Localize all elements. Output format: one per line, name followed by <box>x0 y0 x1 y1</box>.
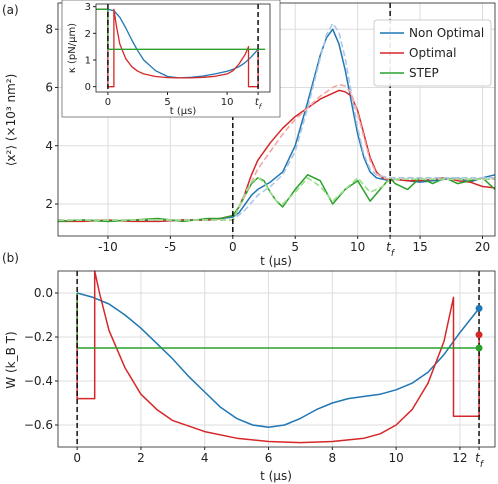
panel-b-plot-area <box>58 271 495 447</box>
a-inset-x-tick-label: 0 <box>105 97 111 108</box>
a-y-tick-label: 6 <box>45 81 53 95</box>
inset-x-axis-label: t (μs) <box>170 106 197 117</box>
b-endpoint-marker <box>475 331 483 339</box>
panel-b-x-axis-label: t (μs) <box>260 469 292 483</box>
a-x-tick-label: -10 <box>98 240 118 254</box>
legend-label-optimal: Optimal <box>409 46 456 60</box>
b-series-optimal <box>76 270 480 444</box>
a-x-tick-label: -5 <box>164 240 176 254</box>
a-x-tick-label: 20 <box>475 240 490 254</box>
b-x-tick-label: 12 <box>452 451 467 465</box>
a-inset-y-tick-label: 0 <box>85 82 91 93</box>
a-inset-y-tick-label: 2 <box>85 29 91 40</box>
legend: Non Optimal Optimal STEP <box>373 19 492 87</box>
b-tf-tick-label: tf <box>475 451 485 470</box>
panel-a-x-axis-label: t (μs) <box>260 254 292 268</box>
panel-b-chart: 0 2 4 6 8 10 12 0.0 −0.2 −0.4 −0.6 tf t (μs) W (k_B… <box>4 270 496 483</box>
panel-a-series <box>57 22 496 223</box>
a-x-tick-label: 10 <box>350 240 365 254</box>
panel-a-y-axis-label: ⟨x²⟩ (×10³ nm²) <box>4 74 18 167</box>
panel-b-ticks: 0 2 4 6 8 10 12 0.0 −0.2 −0.4 −0.6 tf <box>24 286 485 470</box>
a-inset-x-tick-label: 5 <box>164 97 170 108</box>
panel-label-b: (b) <box>2 251 19 265</box>
panel-b-endpoints <box>475 304 483 352</box>
b-endpoint-marker <box>475 304 483 312</box>
a-inset-y-tick-label: 1 <box>85 56 91 67</box>
inset-chart: 0 5 10 0 1 2 3 tf t (μs) κ (pN/μm) <box>61 0 281 118</box>
legend-box <box>373 19 492 87</box>
inset-frame <box>95 3 271 93</box>
a-inset-tf-tick-label: tf <box>255 97 263 111</box>
inset-background <box>61 0 281 118</box>
b-y-tick-label: −0.6 <box>24 418 53 432</box>
b-y-tick-label: 0.0 <box>34 286 53 300</box>
inset-ticks: 0 5 10 0 1 2 3 tf <box>85 2 263 111</box>
b-x-tick-label: 2 <box>137 451 145 465</box>
a-inset-x-tick-label: 10 <box>221 97 234 108</box>
a-x-tick-label: 0 <box>229 240 237 254</box>
inset-vlines <box>107 4 259 92</box>
a-inset-y-tick-label: 3 <box>85 2 91 13</box>
b-y-tick-label: −0.4 <box>24 374 53 388</box>
a-tf-tick-label: tf <box>386 240 396 259</box>
panel-a-vlines <box>232 3 391 236</box>
a-y-tick-label: 2 <box>45 197 53 211</box>
a-x-tick-label: 15 <box>412 240 427 254</box>
b-x-tick-label: 10 <box>388 451 403 465</box>
b-x-tick-label: 0 <box>73 451 81 465</box>
legend-label-non-optimal: Non Optimal <box>409 26 484 40</box>
legend-label-step: STEP <box>409 66 439 80</box>
a-inset-series-optimal <box>96 8 259 88</box>
panel-label-a: (a) <box>2 3 19 17</box>
a-series-theory-3 <box>58 22 495 221</box>
inset-y-axis-label: κ (pN/μm) <box>67 23 78 73</box>
a-y-tick-label: 4 <box>45 139 53 153</box>
b-x-tick-label: 6 <box>265 451 273 465</box>
panel-b-frame <box>57 270 496 448</box>
panel-b-vlines <box>76 271 480 447</box>
b-x-tick-label: 4 <box>201 451 209 465</box>
b-y-tick-label: −0.2 <box>24 330 53 344</box>
a-series-theory-5 <box>58 177 495 221</box>
panel-b-y-axis-label: W (k_B T) <box>4 331 18 388</box>
b-series-non-optimal <box>76 292 480 428</box>
a-y-tick-label: 8 <box>45 22 53 36</box>
b-endpoint-marker <box>475 344 483 352</box>
a-series-theory-4 <box>58 83 495 221</box>
b-x-tick-label: 8 <box>329 451 337 465</box>
a-x-tick-label: 5 <box>291 240 299 254</box>
